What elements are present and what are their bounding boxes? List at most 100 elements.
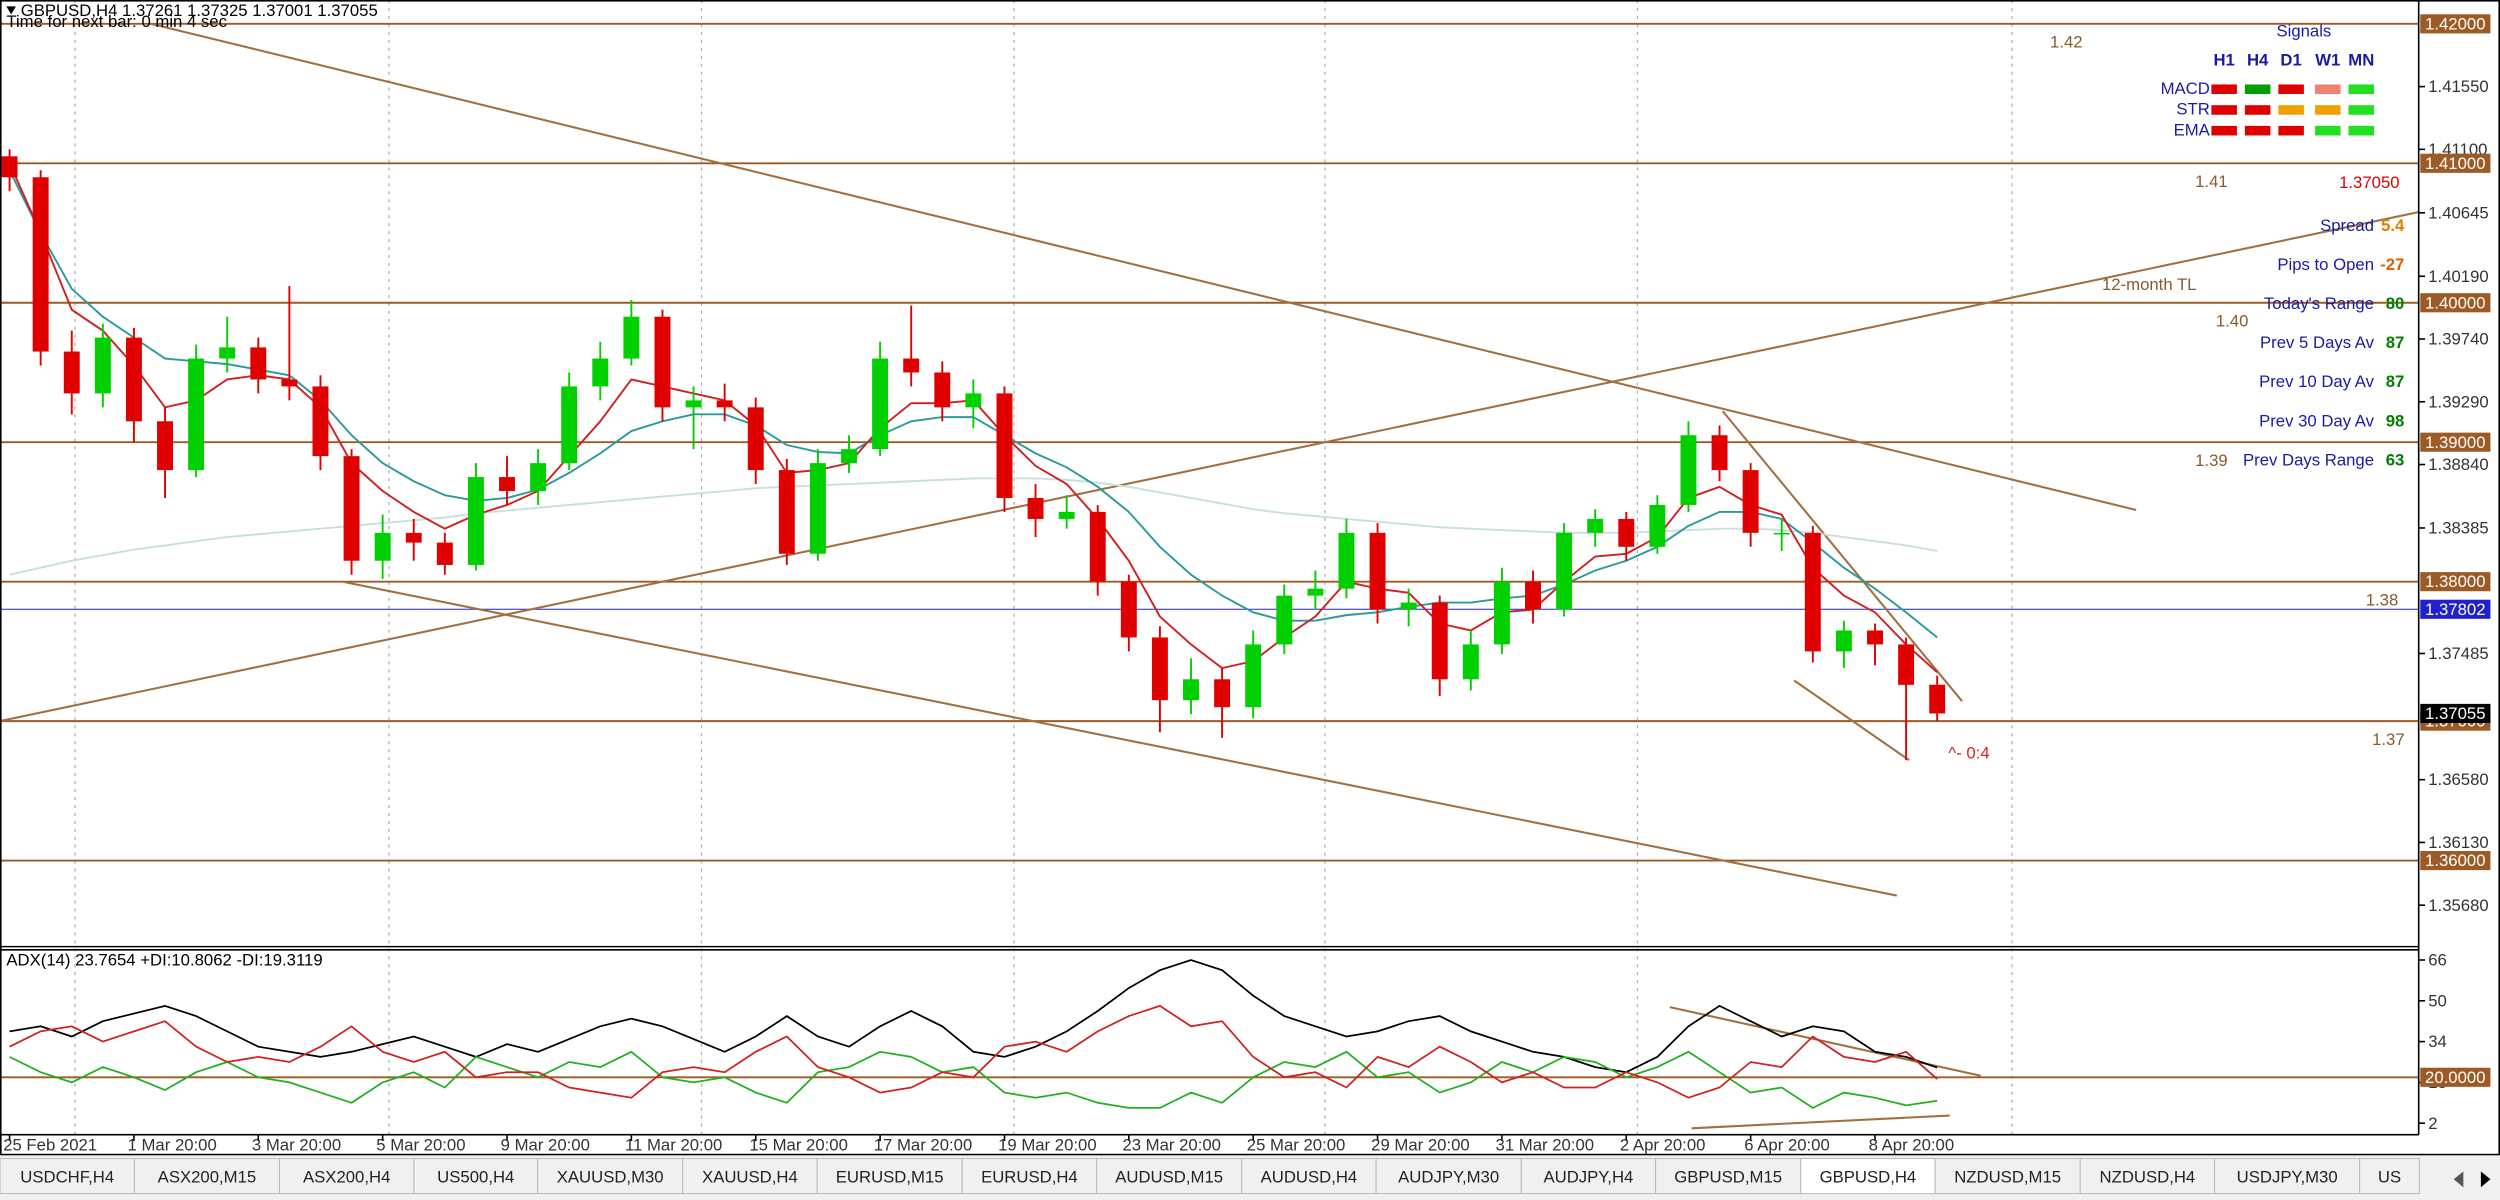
candle-body bbox=[63, 351, 80, 394]
candle-body bbox=[1742, 470, 1759, 533]
tab[interactable] bbox=[1096, 1158, 1243, 1195]
info-value: 87 bbox=[2386, 333, 2405, 352]
signal-box bbox=[2211, 105, 2237, 115]
current-price: 1.37050 bbox=[2339, 173, 2399, 192]
tab-label[interactable]: NZDUSD,M15 bbox=[1954, 1167, 2061, 1186]
candle-body bbox=[1120, 581, 1137, 638]
signal-column: H1 bbox=[2213, 50, 2234, 69]
x-tick-label: 8 Apr 20:00 bbox=[1869, 1136, 1955, 1155]
tab[interactable] bbox=[1375, 1158, 1522, 1195]
signal-box bbox=[2315, 84, 2341, 95]
x-tick-label: 6 Apr 20:00 bbox=[1744, 1136, 1830, 1155]
candle-body bbox=[561, 386, 578, 464]
tab-label[interactable]: AUDUSD,H4 bbox=[1261, 1167, 1358, 1186]
tab-label[interactable]: GBPUSD,H4 bbox=[1820, 1167, 1917, 1186]
candle-body bbox=[530, 463, 547, 492]
tab-label[interactable]: ASX200,M15 bbox=[158, 1167, 257, 1186]
level-price-box bbox=[2420, 572, 2491, 592]
tab-label[interactable]: GBPUSD,M15 bbox=[1674, 1167, 1782, 1186]
signal-box bbox=[2348, 125, 2375, 136]
candle-body bbox=[467, 477, 484, 565]
level-price-label: 1.42000 bbox=[2425, 14, 2485, 33]
candle-body bbox=[1898, 644, 1915, 685]
candle-body bbox=[436, 542, 453, 565]
candle-body bbox=[1369, 532, 1386, 610]
y-tick-label: 1.35680 bbox=[2428, 896, 2488, 915]
candle-body bbox=[1525, 581, 1541, 610]
tab-label[interactable]: XAUUSD,H4 bbox=[702, 1167, 798, 1186]
level-label: 1.41 bbox=[2195, 172, 2228, 191]
collapse-icon[interactable] bbox=[6, 6, 16, 15]
signal-box bbox=[2315, 125, 2341, 136]
tab[interactable] bbox=[2359, 1158, 2420, 1195]
tab-label[interactable]: USDJPY,M30 bbox=[2237, 1167, 2338, 1186]
tab-label[interactable]: NZDUSD,H4 bbox=[2100, 1167, 2196, 1186]
y-tick-label: 1.36580 bbox=[2428, 770, 2488, 789]
info-value: 80 bbox=[2386, 294, 2405, 313]
tab[interactable] bbox=[413, 1158, 539, 1195]
trendline bbox=[342, 580, 1897, 897]
signal-column: MN bbox=[2348, 50, 2374, 69]
tab[interactable] bbox=[961, 1158, 1098, 1195]
candle-body bbox=[841, 449, 857, 464]
tab-label[interactable]: XAUUSD,M30 bbox=[557, 1167, 664, 1186]
candle-body bbox=[312, 386, 329, 457]
candle-body bbox=[1276, 595, 1293, 645]
tab-label[interactable]: AUDJPY,H4 bbox=[1543, 1167, 1633, 1186]
tab[interactable] bbox=[2079, 1158, 2216, 1195]
tab-strip: USDCHF,H4 ASX200,M15 ASX200,H4 US500,H4 XAUU… bbox=[0, 1158, 2420, 1195]
marker-price-label: 1.37055 bbox=[2425, 704, 2485, 723]
signal-box bbox=[2348, 105, 2375, 115]
candle-body bbox=[1, 156, 18, 178]
level-price-label: 1.39000 bbox=[2425, 433, 2485, 452]
info-value: -27 bbox=[2380, 255, 2404, 274]
scroll-right[interactable] bbox=[2480, 1171, 2491, 1188]
tab-label[interactable]: USDCHF,H4 bbox=[20, 1167, 114, 1186]
tab-label[interactable]: AUDJPY,M30 bbox=[1398, 1167, 1499, 1186]
signal-box bbox=[2315, 105, 2341, 115]
tab-label[interactable]: AUDUSD,M15 bbox=[1115, 1167, 1223, 1186]
tab-label[interactable]: EURUSD,H4 bbox=[981, 1167, 1078, 1186]
tab-label[interactable]: US500,H4 bbox=[437, 1167, 514, 1186]
info-label: Prev 30 Day Av bbox=[2259, 411, 2375, 430]
y2-tick-label: 34 bbox=[2428, 1032, 2447, 1051]
tab-label[interactable]: EURUSD,M15 bbox=[836, 1167, 944, 1186]
x-tick-label: 2 Apr 20:00 bbox=[1620, 1136, 1706, 1155]
tab[interactable] bbox=[279, 1158, 415, 1195]
level-price-label: 1.38000 bbox=[2425, 572, 2485, 591]
candle-body bbox=[1649, 504, 1666, 547]
candle-body bbox=[716, 400, 733, 408]
tab-label[interactable]: ASX200,H4 bbox=[303, 1167, 390, 1186]
candle-body bbox=[1804, 532, 1821, 652]
candle-body bbox=[1245, 644, 1262, 708]
candle-body bbox=[1214, 679, 1231, 708]
signal-box bbox=[2211, 84, 2237, 95]
tab[interactable] bbox=[2214, 1158, 2361, 1195]
tab[interactable] bbox=[816, 1158, 963, 1195]
candle-body bbox=[1711, 435, 1728, 471]
x-tick-label: 9 Mar 20:00 bbox=[501, 1136, 590, 1155]
candle-body bbox=[934, 372, 951, 408]
candle-body bbox=[1929, 684, 1946, 714]
tab-label[interactable]: US bbox=[2378, 1167, 2401, 1186]
tab[interactable] bbox=[133, 1158, 280, 1195]
scroll-left[interactable] bbox=[2453, 1171, 2464, 1188]
tab[interactable] bbox=[1934, 1158, 2081, 1195]
candle-body bbox=[654, 316, 671, 408]
indicator-title: ADX(14) 23.7654 +DI:10.8062 -DI:19.3119 bbox=[6, 951, 322, 970]
candle-body bbox=[94, 337, 111, 394]
signal-box bbox=[2244, 84, 2271, 95]
tab[interactable] bbox=[682, 1158, 818, 1195]
signal-column: D1 bbox=[2280, 50, 2301, 69]
frame bbox=[0, 0, 2500, 1156]
tab[interactable] bbox=[1655, 1158, 1802, 1195]
info-label: Prev Days Range bbox=[2243, 450, 2374, 469]
candle-body bbox=[188, 358, 205, 471]
signal-box bbox=[2278, 105, 2304, 115]
info-value: 63 bbox=[2386, 450, 2405, 469]
level-price-box bbox=[2420, 293, 2491, 313]
tab[interactable] bbox=[1241, 1158, 1377, 1195]
trendline bbox=[1721, 410, 1963, 702]
